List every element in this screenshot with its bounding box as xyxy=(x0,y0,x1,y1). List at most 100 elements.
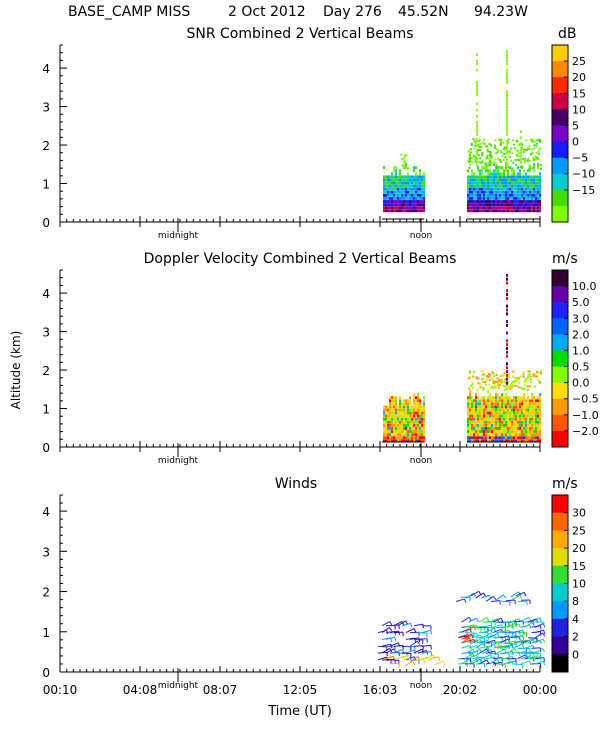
snr-cell xyxy=(481,200,483,203)
colorbar-swatch xyxy=(552,513,568,531)
velocity-cell xyxy=(512,376,514,378)
velocity-cell xyxy=(469,418,471,421)
snr-spike-cell xyxy=(476,109,478,112)
velocity-cell xyxy=(515,396,517,399)
velocity-cell xyxy=(403,418,405,421)
velocity-cell xyxy=(421,427,423,430)
snr-cell xyxy=(487,194,489,197)
velocity-cell xyxy=(484,381,486,383)
velocity-cell xyxy=(517,424,519,427)
velocity-cell xyxy=(471,421,473,424)
velocity-cell xyxy=(521,402,523,405)
snr-cell xyxy=(421,200,423,203)
velocity-cell xyxy=(481,412,483,415)
snr-cell xyxy=(411,191,413,194)
snr-cell xyxy=(491,200,493,203)
velocity-cell xyxy=(405,433,407,436)
colorbar-label: 8 xyxy=(572,595,579,608)
snr-cell xyxy=(505,203,507,206)
snr-cell xyxy=(413,188,415,191)
velocity-cell xyxy=(509,405,511,408)
snr-cell xyxy=(483,197,485,200)
snr-cell xyxy=(409,182,411,185)
snr-cell xyxy=(535,197,537,200)
velocity-cell xyxy=(385,430,387,433)
snr-cell xyxy=(423,194,425,197)
velocity-cell xyxy=(509,427,511,430)
snr-cell xyxy=(531,188,533,191)
velocity-cell xyxy=(485,424,487,427)
velocity-cell xyxy=(481,405,483,408)
snr-cell xyxy=(471,206,473,209)
snr-cell xyxy=(487,162,489,164)
snr-cell xyxy=(499,172,501,175)
snr-cell xyxy=(479,175,481,178)
velocity-cell xyxy=(509,436,511,439)
snr-cell xyxy=(387,200,389,203)
velocity-cell xyxy=(503,418,505,421)
velocity-cell xyxy=(383,418,385,421)
velocity-cell xyxy=(529,430,531,433)
snr-spike-cell xyxy=(506,152,508,155)
velocity-cell xyxy=(507,427,509,430)
snr-cell xyxy=(523,179,525,182)
velocity-cell xyxy=(389,412,391,415)
velocity-cell xyxy=(507,418,509,421)
velocity-cell xyxy=(491,415,493,418)
snr-cell xyxy=(478,161,480,163)
snr-cell xyxy=(473,148,475,150)
snr-cell xyxy=(497,203,499,206)
snr-cell xyxy=(481,182,483,185)
snr-cell xyxy=(419,169,421,172)
velocity-cell xyxy=(529,375,531,377)
header: BASE_CAMP MISS 2 Oct 2012 Day 276 45.52N… xyxy=(68,4,528,20)
velocity-cell xyxy=(479,412,481,415)
snr-cell xyxy=(537,197,539,200)
snr-cell xyxy=(491,194,493,197)
snr-cell xyxy=(385,200,387,203)
velocity-cell xyxy=(531,436,533,439)
velocity-cell xyxy=(501,430,503,433)
velocity-cell xyxy=(539,427,541,430)
snr-cell xyxy=(411,179,413,182)
snr-cell xyxy=(393,182,395,185)
velocity-cell xyxy=(391,418,393,421)
snr-cell xyxy=(539,140,541,142)
snr-cell xyxy=(531,185,533,188)
velocity-cell xyxy=(477,424,479,427)
snr-cell xyxy=(405,175,407,178)
velocity-cell xyxy=(489,421,491,424)
snr-cell xyxy=(421,203,423,206)
velocity-cell xyxy=(519,399,521,402)
snr-cell xyxy=(525,185,527,188)
velocity-cell xyxy=(473,415,475,418)
velocity-cell xyxy=(387,436,389,439)
snr-cell xyxy=(415,194,417,197)
snr-cell xyxy=(517,194,519,197)
snr-cell xyxy=(471,191,473,194)
snr-cell xyxy=(533,165,535,167)
velocity-cell xyxy=(535,412,537,415)
velocity-spike-cell xyxy=(506,382,508,385)
snr-cell xyxy=(529,203,531,206)
snr-cell xyxy=(393,194,395,197)
velocity-cell xyxy=(389,424,391,427)
snr-cell xyxy=(529,200,531,203)
snr-cell xyxy=(535,175,537,178)
velocity-cell xyxy=(405,424,407,427)
velocity-cell xyxy=(489,418,491,421)
snr-cell xyxy=(491,188,493,191)
velocity-cell xyxy=(415,421,417,424)
velocity-cell xyxy=(489,399,491,402)
snr-cell xyxy=(489,197,491,200)
snr-cell xyxy=(477,200,479,203)
velocity-cell xyxy=(495,415,497,418)
velocity-cell xyxy=(482,381,484,383)
colorbar-label: 3.0 xyxy=(572,312,590,325)
snr-cell xyxy=(417,209,419,212)
wind-barb xyxy=(500,639,508,643)
snr-cell xyxy=(395,191,397,194)
snr-cell xyxy=(501,209,503,212)
wind-barb xyxy=(511,592,519,597)
